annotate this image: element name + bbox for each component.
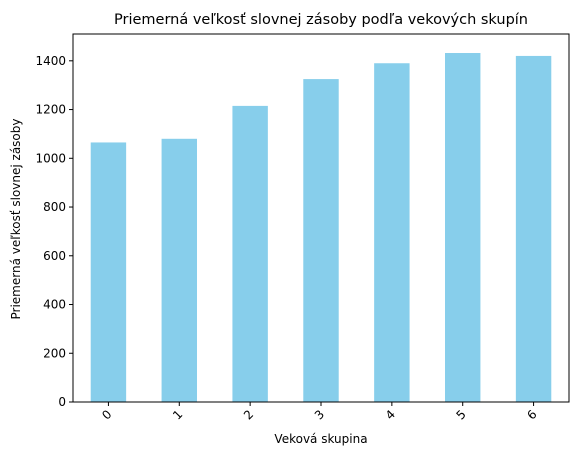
- x-axis: 0 1 2 3 4 5 6: [99, 402, 540, 423]
- x-tick-label-1: 1: [170, 407, 185, 422]
- x-tick-label-0: 0: [99, 407, 114, 422]
- x-tick-label-2: 2: [241, 407, 256, 422]
- bar-1: [161, 138, 197, 402]
- bar-3: [303, 79, 339, 402]
- x-tick-label-6: 6: [524, 407, 539, 422]
- y-tick-label-600: 600: [43, 249, 66, 263]
- y-tick-label-1200: 1200: [35, 103, 66, 117]
- x-tick-label-3: 3: [312, 407, 327, 422]
- bar-2: [232, 105, 268, 402]
- x-tick-label-5: 5: [454, 407, 469, 422]
- x-axis-label: Veková skupina: [274, 432, 367, 446]
- x-tick-label-4: 4: [383, 407, 398, 422]
- y-tick-label-1000: 1000: [35, 151, 66, 165]
- y-tick-label-800: 800: [43, 200, 66, 214]
- y-tick-label-1400: 1400: [35, 54, 66, 68]
- y-axis-label: Priemerná veľkosť slovnej zásoby: [9, 119, 23, 320]
- y-tick-label-400: 400: [43, 298, 66, 312]
- bar-6: [515, 55, 552, 402]
- plot-frame: [72, 33, 570, 403]
- bar-4: [374, 63, 410, 403]
- bar-5: [445, 53, 481, 402]
- y-tick-label-200: 200: [43, 346, 66, 360]
- bar-0: [90, 142, 127, 403]
- bars-group: [90, 53, 552, 403]
- chart-title: Priemerná veľkosť slovnej zásoby podľa v…: [114, 12, 528, 28]
- y-axis: 0 200 400 600 800 1000 1200 1400: [35, 54, 73, 409]
- y-tick-label-0: 0: [58, 395, 66, 409]
